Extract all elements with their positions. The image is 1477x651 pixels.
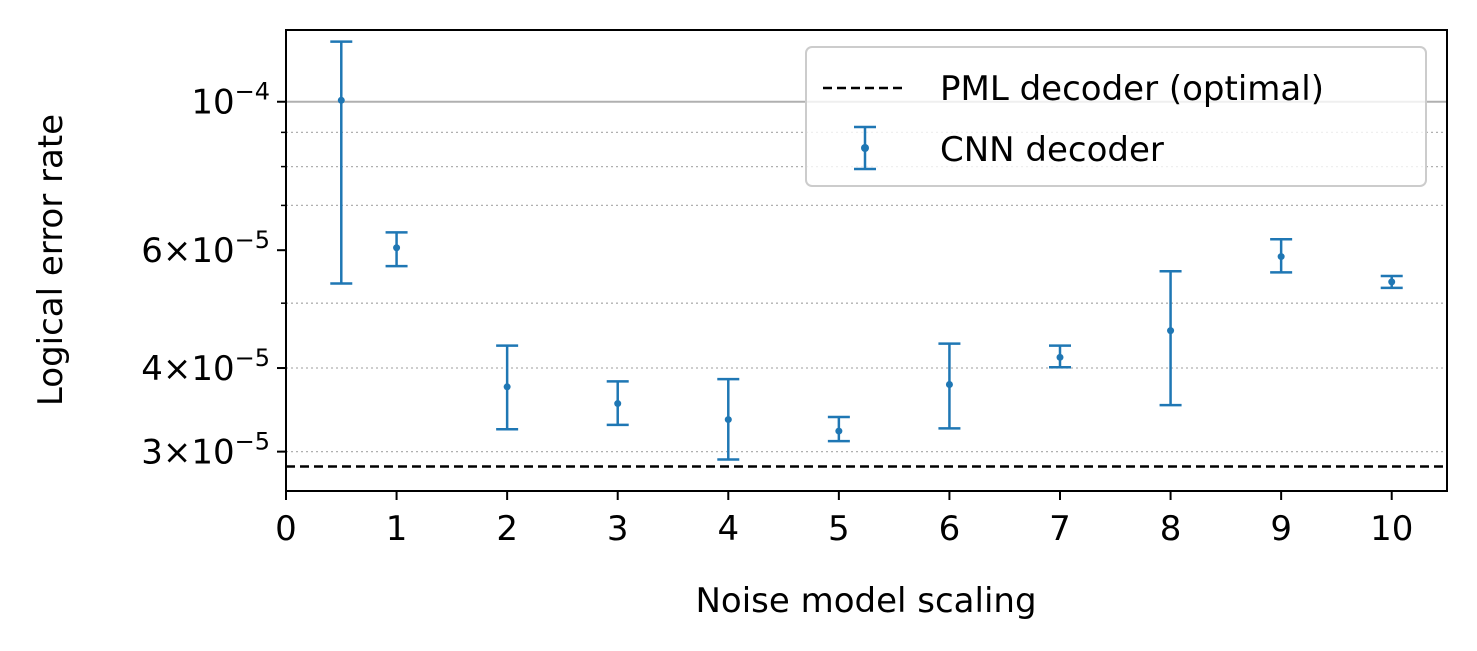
x-axis-label: Noise model scaling — [695, 581, 1036, 621]
data-point-marker — [393, 244, 401, 252]
x-tick-label: 10 — [1370, 509, 1413, 549]
y-tick-label: 3×10−5 — [141, 428, 270, 473]
errorbar-point — [717, 377, 740, 461]
errorbar-point — [606, 380, 629, 427]
x-tick-label: 1 — [386, 509, 408, 549]
data-point-marker — [1277, 253, 1285, 261]
x-tick-label: 9 — [1270, 509, 1292, 549]
data-point-marker — [1388, 278, 1396, 286]
errorbar-point — [1159, 270, 1182, 407]
legend-box — [805, 46, 1427, 187]
errorbar-point — [1270, 238, 1293, 274]
y-axis-label: Logical error rate — [31, 114, 71, 406]
data-point-marker — [835, 427, 843, 435]
errorbar-point — [827, 415, 850, 443]
y-tick-label: 6×10−5 — [141, 226, 270, 271]
errorbar-layer — [330, 40, 1403, 461]
errorbar-point — [938, 342, 961, 430]
x-tick-label: 7 — [1049, 509, 1071, 549]
x-tick-label: 4 — [717, 509, 739, 549]
legend-cnn-label: CNN decoder — [940, 130, 1164, 170]
x-tick-label: 6 — [939, 509, 961, 549]
x-tick-label: 0 — [275, 509, 297, 549]
legend: PML decoder (optimal) CNN decoder — [805, 46, 1427, 187]
legend-pml-label: PML decoder (optimal) — [940, 69, 1324, 109]
axes-layer: 0 1 2 3 4 5 6 7 8 9 10 3×10−5 4×10−5 6×10−5 10−4 — [141, 29, 1448, 549]
data-point-marker — [1056, 353, 1064, 361]
plot-frame — [285, 29, 1448, 492]
data-point-marker — [337, 96, 345, 104]
y-tick-label: 10−4 — [191, 78, 270, 123]
x-tick-label: 2 — [496, 509, 518, 549]
errorbar-point — [385, 231, 408, 268]
legend-cnn-marker — [861, 144, 869, 152]
x-tick-label: 3 — [607, 509, 629, 549]
data-point-marker — [614, 400, 622, 408]
errorbar-point — [496, 344, 519, 431]
errorbar-point — [1380, 274, 1403, 290]
data-point-marker — [503, 383, 511, 391]
data-point-marker — [724, 416, 732, 424]
y-tick-label: 4×10−5 — [141, 344, 270, 389]
data-point-marker — [945, 380, 953, 388]
x-tick-label: 8 — [1160, 509, 1182, 549]
errorbar-point — [1049, 344, 1071, 369]
errorbar-point — [330, 40, 353, 285]
x-tick-label: 5 — [828, 509, 850, 549]
data-point-marker — [1167, 327, 1175, 335]
